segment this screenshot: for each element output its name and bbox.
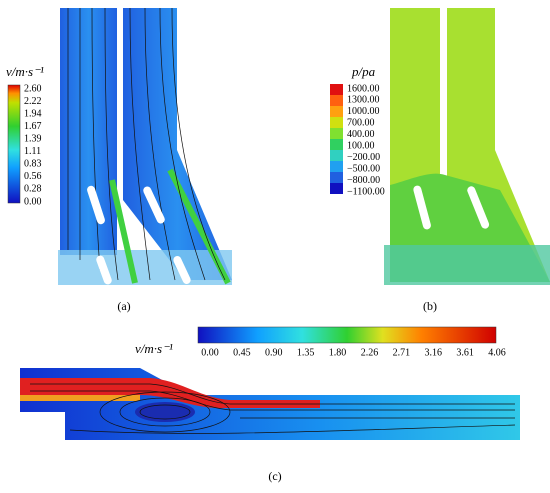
tick-label: 1300.00 xyxy=(347,95,380,106)
colorbar xyxy=(7,84,21,204)
colorbar-step xyxy=(330,161,343,172)
colorbar-ticks: 0.00 0.45 0.90 1.35 1.80 2.26 2.71 3.16 3.61 4.06 xyxy=(201,347,506,358)
tick-label: 400.00 xyxy=(347,129,375,140)
tick-label: 1600.00 xyxy=(347,83,380,94)
tick-label: 100.00 xyxy=(347,141,375,152)
tick-label: 2.60 xyxy=(24,83,42,94)
colorbar-step xyxy=(330,106,343,117)
colorbar-step xyxy=(330,139,343,150)
tick-label: 2.71 xyxy=(393,347,411,358)
tick-label: 2.26 xyxy=(361,347,379,358)
colorbar-title: v/m·s⁻¹ xyxy=(135,341,173,356)
tick-label: 0.00 xyxy=(201,347,219,358)
tick-label: 0.28 xyxy=(24,184,42,195)
tick-label: 1.80 xyxy=(329,347,347,358)
panel-b: p/pa 1600.001300.001000.00700.00400.0010… xyxy=(330,8,550,313)
colorbar-step xyxy=(330,84,343,95)
tick-label: 3.61 xyxy=(456,347,474,358)
colorbar-step xyxy=(330,183,343,194)
jet xyxy=(109,179,138,284)
colorbar-ticks: 2.60 2.221.94 1.67 1.391.11 0.830.56 0.280.00 xyxy=(24,83,42,207)
panel-label: (a) xyxy=(117,299,130,313)
panel-label: (c) xyxy=(268,469,281,483)
panel-label: (b) xyxy=(423,299,437,313)
tick-label: −500.00 xyxy=(347,163,380,174)
tick-label: 3.16 xyxy=(424,347,442,358)
colorbar xyxy=(330,84,343,194)
tick-label: 1.35 xyxy=(297,347,315,358)
tick-label: 1.39 xyxy=(24,134,42,145)
tick-label: 1.67 xyxy=(24,121,42,132)
panel-c: v/m·s⁻¹ 0.00 0.45 0.90 1.35 1.80 2.26 2.71 3.16… xyxy=(20,326,520,483)
panel-a: v/m·s⁻¹ 2.60 2.221.94 1.67 1.391.11 0.830.56… xyxy=(6,7,232,313)
colorbar-step xyxy=(330,95,343,106)
jet xyxy=(167,168,231,285)
tick-label: 2.22 xyxy=(24,96,42,107)
colorbar xyxy=(197,326,497,344)
tick-label: 0.90 xyxy=(265,347,283,358)
channel xyxy=(60,8,117,255)
outlet xyxy=(58,250,232,285)
outlet xyxy=(384,245,550,285)
tick-label: 4.06 xyxy=(488,347,506,358)
tick-label: −1100.00 xyxy=(347,186,385,197)
tick-label: −800.00 xyxy=(347,175,380,186)
colorbar-step xyxy=(330,117,343,128)
vortex xyxy=(135,402,195,422)
tick-label: 0.00 xyxy=(24,196,42,207)
tick-label: 0.83 xyxy=(24,159,42,170)
tick-label: 1.11 xyxy=(24,146,41,157)
tick-label: 1000.00 xyxy=(347,106,380,117)
colorbar-step xyxy=(330,128,343,139)
colorbar-title: p/pa xyxy=(351,64,376,79)
jet xyxy=(20,395,140,401)
tick-label: −200.00 xyxy=(347,152,380,163)
jet xyxy=(20,378,320,408)
tick-label: 1.94 xyxy=(24,108,42,119)
tick-label: 0.56 xyxy=(24,171,42,182)
tick-label: 0.45 xyxy=(233,347,251,358)
colorbar-title: v/m·s⁻¹ xyxy=(6,64,44,79)
colorbar-ticks: 1600.001300.001000.00700.00400.00100.00−… xyxy=(347,83,385,197)
tick-label: 700.00 xyxy=(347,118,375,129)
channel xyxy=(123,8,232,280)
colorbar-step xyxy=(330,150,343,161)
colorbar-step xyxy=(330,172,343,183)
